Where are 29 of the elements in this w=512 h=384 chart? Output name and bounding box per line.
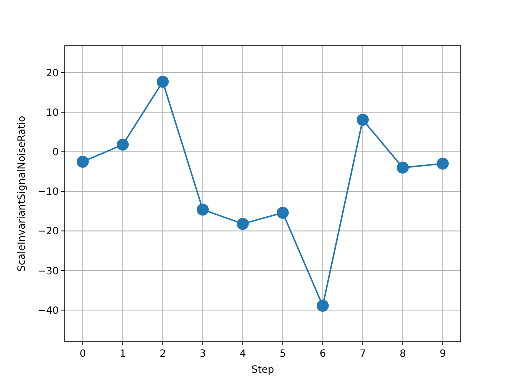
x-tick-label: 2 <box>160 349 166 360</box>
y-axis-title: ScaleInvariantSignalNoiseRatio <box>17 116 28 272</box>
x-tick-label: 4 <box>240 349 246 360</box>
y-tick-label: −10 <box>38 187 59 198</box>
y-tick-label: −40 <box>38 306 59 317</box>
x-tick-label: 9 <box>440 349 446 360</box>
x-tick-label: 0 <box>80 349 86 360</box>
x-tick-label: 1 <box>120 349 126 360</box>
x-axis-title: Step <box>252 365 274 376</box>
y-tick-label: −30 <box>38 266 59 278</box>
point <box>397 162 409 174</box>
x-tick-label: 3 <box>200 349 206 360</box>
point <box>117 138 129 151</box>
point <box>77 156 89 168</box>
point <box>357 114 369 126</box>
point <box>317 300 329 312</box>
point <box>197 204 209 216</box>
point <box>277 206 289 219</box>
y-tick-label: 10 <box>46 108 59 119</box>
point <box>237 218 249 230</box>
x-tick-label: 8 <box>400 349 406 360</box>
y-tick-label: −20 <box>38 226 59 238</box>
y-tick-label: 20 <box>46 68 59 80</box>
point <box>437 158 449 170</box>
point <box>157 76 169 88</box>
x-tick-label: 6 <box>320 349 326 360</box>
x-tick-label: 5 <box>280 349 286 360</box>
x-tick-label: 7 <box>360 349 366 360</box>
y-tick-label: 0 <box>52 148 59 159</box>
